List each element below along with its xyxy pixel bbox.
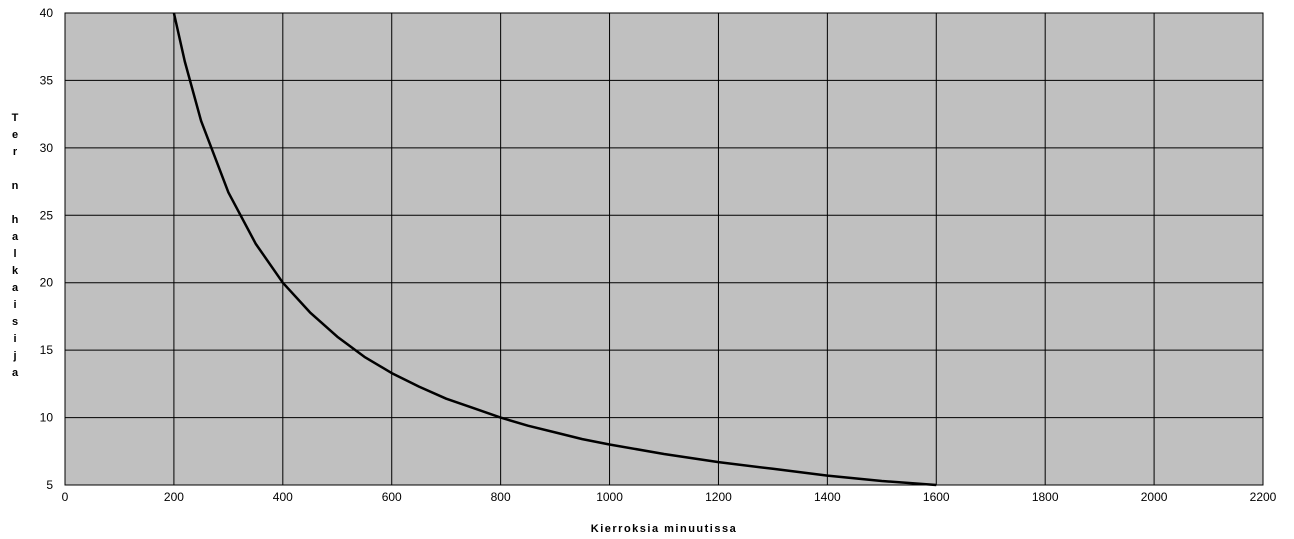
y-axis-title-char: e	[12, 129, 18, 141]
x-tick-label: 800	[491, 490, 511, 504]
x-tick-label: 1800	[1032, 490, 1059, 504]
y-axis-title-char: l	[13, 248, 16, 260]
x-tick-label: 2200	[1250, 490, 1277, 504]
series-line	[172, 12, 937, 487]
y-tick-label: 30	[40, 141, 54, 155]
plot-area	[65, 13, 1263, 485]
y-axis-title-char: n	[12, 180, 19, 192]
y-axis-title-char: i	[13, 333, 16, 345]
y-axis-title-char: s	[12, 316, 18, 328]
y-axis-title-char: j	[12, 350, 16, 362]
y-axis-title-char: h	[12, 214, 19, 226]
y-axis-title-char: a	[12, 231, 19, 243]
y-tick-label: 15	[40, 343, 54, 357]
y-tick-label: 5	[46, 478, 53, 492]
y-tick-labels: 5 10 15 20 25 30 35 40	[40, 6, 54, 492]
x-axis-title: Kierroksia minuutissa	[591, 523, 737, 535]
y-tick-label: 25	[40, 208, 54, 222]
x-tick-label: 1400	[814, 490, 841, 504]
x-tick-label: 200	[164, 490, 184, 504]
y-tick-label: 35	[40, 73, 54, 87]
plot-border	[64, 12, 1264, 486]
y-tick-label: 10	[40, 411, 54, 425]
y-tick-label: 40	[40, 6, 54, 20]
x-tick-label: 1200	[705, 490, 732, 504]
y-axis-title-char: a	[12, 367, 19, 379]
y-axis-title-char: a	[12, 282, 19, 294]
x-tick-label: 400	[273, 490, 293, 504]
y-axis-title-char: r	[13, 146, 18, 158]
x-tick-label: 1000	[596, 490, 623, 504]
y-tick-label: 20	[40, 276, 54, 290]
y-axis-title-char: k	[12, 265, 19, 277]
x-tick-label: 2000	[1141, 490, 1168, 504]
gridlines	[64, 12, 1264, 486]
x-tick-labels: 0 200 400 600 800 1000 1200 1400 1600 1800 2000 220…	[62, 490, 1277, 504]
x-tick-label: 600	[382, 490, 402, 504]
x-tick-label: 0	[62, 490, 69, 504]
y-axis-title-char: i	[13, 299, 16, 311]
x-tick-label: 1600	[923, 490, 950, 504]
y-axis-title-char: T	[12, 112, 19, 124]
